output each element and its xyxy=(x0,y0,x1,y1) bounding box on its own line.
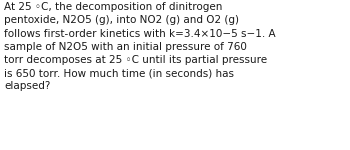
Text: At 25 ◦C, the decomposition of dinitrogen
pentoxide, N2O5 (g), into NO2 (g) and : At 25 ◦C, the decomposition of dinitroge… xyxy=(4,2,276,92)
